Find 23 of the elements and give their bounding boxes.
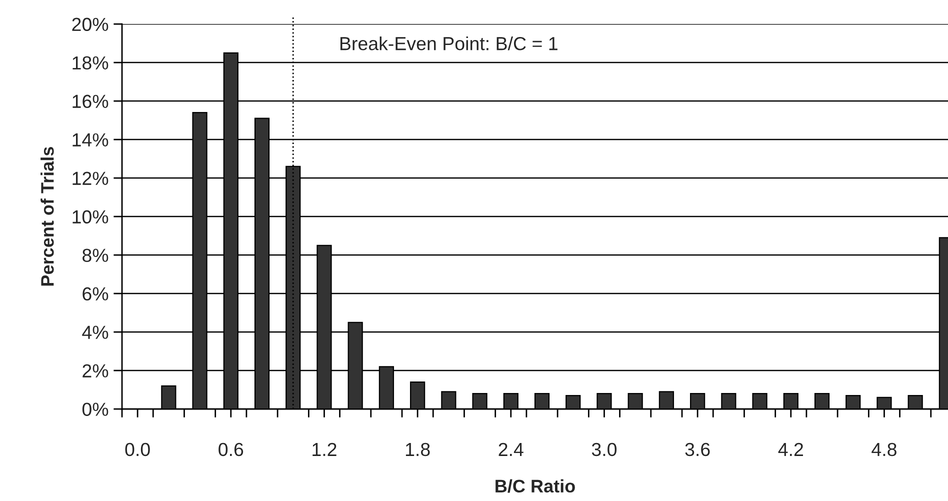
y-tick-label: 16% [72, 94, 108, 108]
x-tick-label: 4.8 [872, 442, 896, 456]
x-axis-title: B/C Ratio [496, 479, 575, 493]
y-tick-label: 20% [72, 18, 108, 32]
x-tick-label: 0.0 [125, 442, 150, 456]
y-tick-label: 0% [82, 402, 108, 416]
x-tick-label: 1.8 [406, 442, 430, 456]
y-tick-label: 2% [82, 364, 108, 378]
x-tick-label: 3.0 [592, 442, 617, 456]
y-tick-label: 14% [72, 133, 108, 146]
ref-line-label: Break-Even Point: B/C = 1 [340, 36, 558, 50]
y-tick-label: 8% [82, 248, 108, 262]
x-tick-label: 0.6 [218, 442, 244, 456]
x-tick-label: 2.4 [498, 442, 524, 456]
y-axis-title: Percent of Trials [40, 147, 54, 286]
y-tick-label: 12% [72, 172, 108, 185]
y-tick-label: 4% [82, 326, 108, 339]
y-tick-label: 6% [82, 287, 108, 301]
x-tick-label: 4.2 [778, 442, 803, 456]
x-tick-label: 3.6 [685, 442, 710, 456]
y-tick-label: 10% [72, 210, 108, 224]
y-tick-label: 18% [72, 56, 108, 70]
x-tick-label: 1.2 [312, 442, 336, 456]
